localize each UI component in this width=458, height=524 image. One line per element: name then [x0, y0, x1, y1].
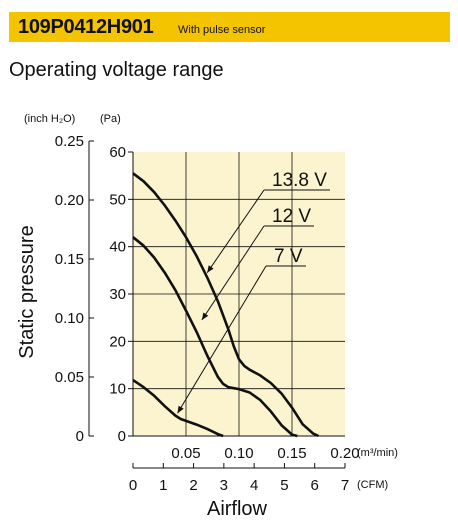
series-line-1 — [132, 236, 298, 438]
curve-leader-line — [206, 189, 265, 273]
y-pa-tick-label: 10 — [109, 381, 126, 398]
y-pa-unit: (Pa) — [100, 113, 121, 125]
y-inch-tick-label: 0.05 — [55, 369, 84, 386]
x-m3-unit: (m³/min) — [357, 447, 398, 459]
y-axis-label: Static pressure — [16, 225, 38, 358]
label-leaders — [177, 189, 330, 414]
curve-leader-arrow — [177, 405, 184, 414]
x-cfm-tick-label: 3 — [220, 477, 228, 494]
y-inch-tick-label: 0.20 — [55, 192, 84, 209]
x-cfm-tick-label: 2 — [189, 477, 197, 494]
y-inch-tick-label: 0.10 — [55, 310, 84, 327]
curve-label-0: 13.8 V — [272, 170, 327, 191]
y-pa-tick-label: 0 — [118, 428, 126, 445]
curve-leader-line — [201, 225, 265, 321]
axes — [88, 140, 346, 469]
curves — [132, 172, 320, 438]
y-inch-tick-label: 0.15 — [55, 251, 84, 268]
y-pa-tick-label: 40 — [109, 239, 126, 256]
y-pa-tick-label: 30 — [109, 286, 126, 303]
x-cfm-tick-label: 0 — [129, 477, 137, 494]
model-number: 109P0412H901 — [18, 16, 154, 38]
x-m3-tick-label: 0.20 — [330, 445, 359, 462]
x-cfm-tick-label: 1 — [159, 477, 167, 494]
y-pa-tick-label: 60 — [109, 144, 126, 161]
y-pa-tick-label: 50 — [109, 191, 126, 208]
header-band — [9, 12, 450, 42]
curve-leader-line — [177, 265, 267, 414]
y-inch-tick-label: 0.25 — [55, 133, 84, 150]
curve-leader-arrow — [207, 265, 214, 273]
curve-label-2: 7 V — [274, 246, 303, 267]
x-m3-tick-label: 0.05 — [171, 445, 200, 462]
x-m3-tick-label: 0.15 — [277, 445, 306, 462]
x-cfm-tick-label: 7 — [341, 477, 349, 494]
curve-label-1: 12 V — [272, 206, 311, 227]
section-title: Operating voltage range — [9, 59, 224, 81]
x-cfm-tick-label: 5 — [280, 477, 288, 494]
curve-leader-arrow — [201, 312, 209, 320]
x-cfm-tick-label: 6 — [311, 477, 319, 494]
model-subtitle: With pulse sensor — [178, 24, 266, 36]
y-pa-tick-label: 20 — [109, 333, 126, 350]
x-axis-label: Airflow — [207, 498, 268, 520]
x-m3-tick-label: 0.10 — [224, 445, 253, 462]
y-inch-unit: (inch H₂O) — [24, 113, 75, 125]
y-inch-tick-label: 0 — [76, 428, 84, 445]
series-line-2 — [132, 379, 224, 438]
x-cfm-unit: (CFM) — [357, 479, 388, 491]
series-line-0 — [132, 172, 320, 438]
x-cfm-tick-label: 4 — [250, 477, 258, 494]
